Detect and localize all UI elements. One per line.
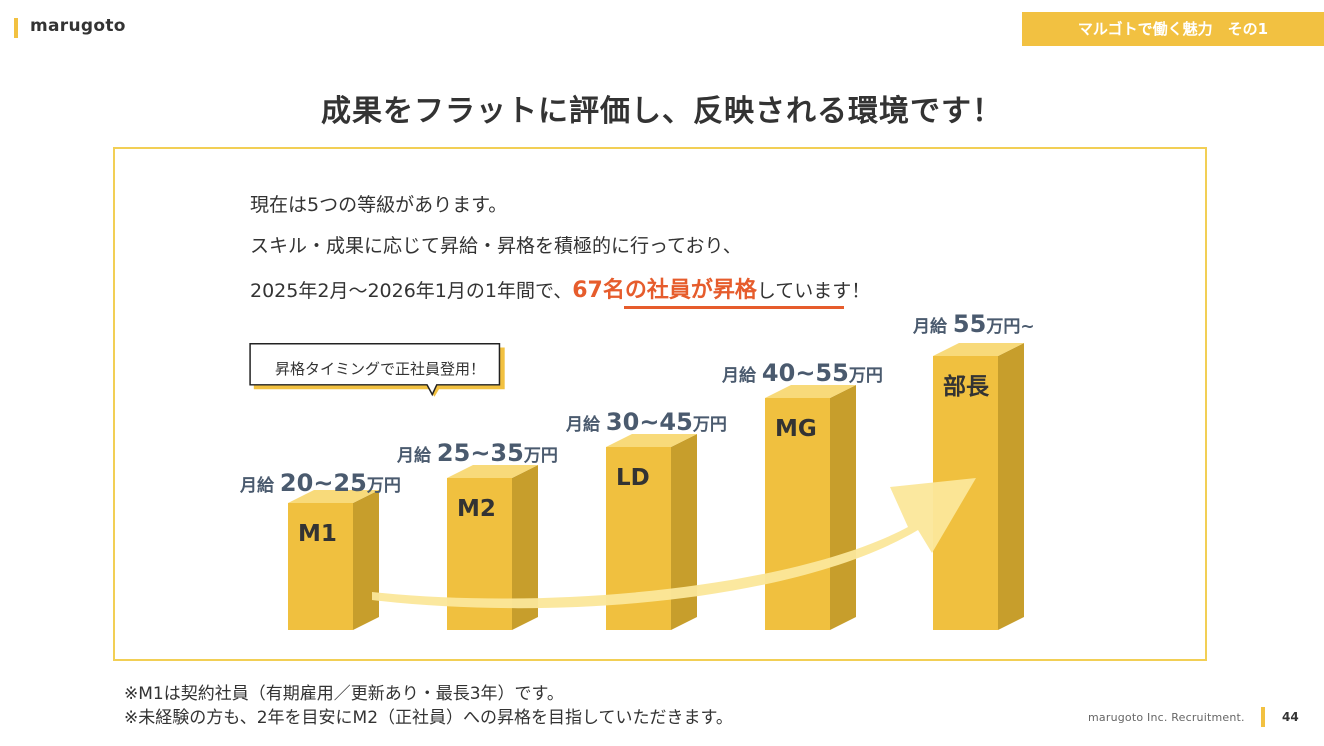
intro-line-2: スキル・成果に応じて昇給・昇格を積極的に行っており、 <box>250 235 742 257</box>
bar-top <box>765 385 856 398</box>
salary-label: 月給 30~45万円 <box>565 408 727 436</box>
bar-top <box>288 490 379 503</box>
grade-label: LD <box>616 465 650 491</box>
grade-bar-1 <box>288 490 379 630</box>
page-number: 44 <box>1282 710 1299 724</box>
salary-label: 月給 20~25万円 <box>239 469 401 497</box>
note-1: ※M1は契約社員（有期雇用／更新あり・最長3年）です。 <box>124 684 564 704</box>
grade-bar-4 <box>765 385 856 630</box>
note-2: ※未経験の方も、2年を目安にM2（正社員）への昇格を目指していただきます。 <box>124 708 733 728</box>
bar-side <box>512 465 538 630</box>
promotion-highlight: 67名の社員が昇格 <box>572 278 757 303</box>
bar-front <box>288 503 353 630</box>
logo-accent-bar <box>14 18 18 38</box>
grade-label: 部長 <box>943 373 990 400</box>
bar-top <box>606 434 697 447</box>
intro-line-1: 現在は5つの等級があります。 <box>250 194 508 216</box>
salary-label: 月給 55万円~ <box>912 310 1035 338</box>
growth-arrow <box>372 478 976 609</box>
footer-divider <box>1261 707 1265 727</box>
section-tag: マルゴトで働く魅力 その1 <box>1022 12 1324 46</box>
grade-labels: M1 月給 20~25万円 M2 月給 25~35万円 LD 月給 30~45万円 MG 月給… <box>239 310 1035 547</box>
bar-side <box>998 343 1024 630</box>
bar-front <box>765 398 830 630</box>
bar-top <box>447 465 538 478</box>
highlight-underline <box>624 306 844 309</box>
bar-side <box>671 434 697 630</box>
bar-side <box>830 385 856 630</box>
bar-side <box>353 490 379 630</box>
grade-label: M1 <box>298 521 337 547</box>
intro-line-3-prefix: 2025年2月〜2026年1月の1年間で、 <box>250 280 573 302</box>
logo: marugoto <box>30 16 126 36</box>
grade-bars <box>288 343 1024 630</box>
salary-label: 月給 25~35万円 <box>396 439 558 467</box>
bar-top <box>933 343 1024 356</box>
salary-label: 月給 40~55万円 <box>721 359 883 387</box>
grade-label: MG <box>775 416 817 442</box>
speech-bubble <box>249 343 505 397</box>
grade-label: M2 <box>457 496 496 522</box>
intro-line-3: 2025年2月〜2026年1月の1年間で、67名の社員が昇格しています！ <box>250 272 870 304</box>
intro-line-3-suffix: しています！ <box>756 280 871 302</box>
grade-bar-5 <box>933 343 1024 630</box>
page-title: 成果をフラットに評価し、反映される環境です！ <box>321 94 1003 129</box>
speech-bubble-text: 昇格タイミングで正社員登用！ <box>274 360 485 378</box>
footer-company: marugoto Inc. Recruitment. <box>1088 711 1245 724</box>
